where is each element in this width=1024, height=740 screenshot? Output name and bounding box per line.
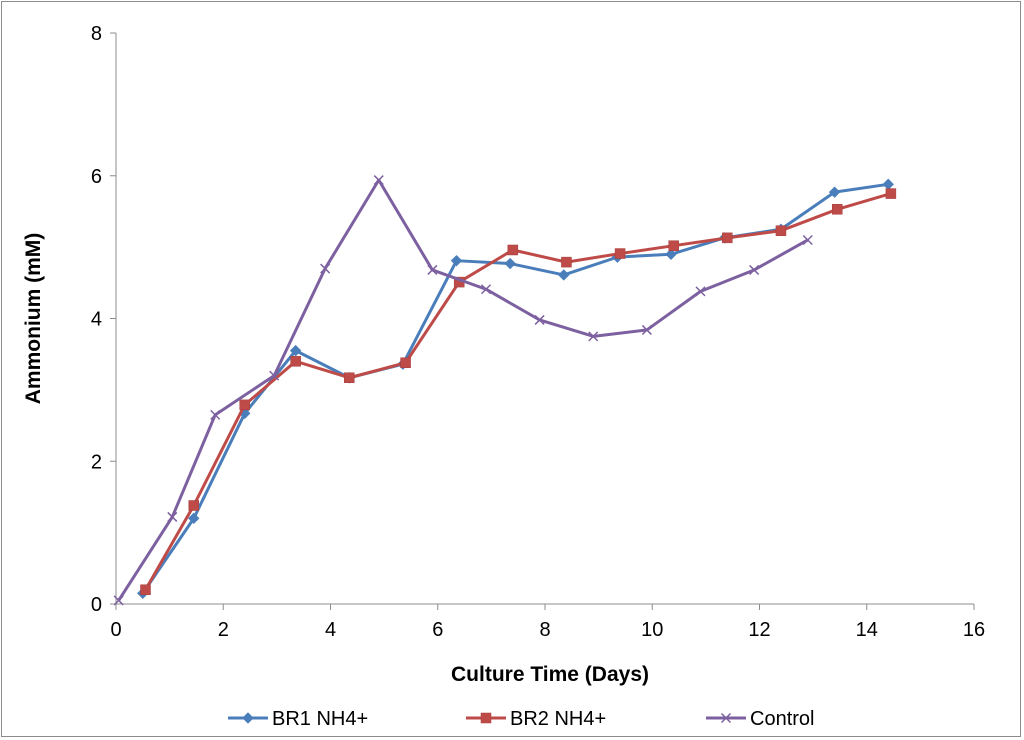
data-point [269, 370, 280, 381]
x-tick-label: 0 [110, 619, 121, 641]
x-tick-label: 8 [539, 619, 550, 641]
data-point [802, 234, 813, 246]
x-axis-title: Culture Time (Days) [451, 663, 649, 686]
data-point [140, 584, 151, 595]
series-layer [113, 175, 897, 606]
data-point [882, 178, 894, 191]
marker-stroke [269, 370, 280, 381]
data-point [534, 314, 545, 325]
marker-stroke [480, 284, 492, 295]
marker-stroke [167, 511, 178, 522]
x-tick-label: 10 [641, 619, 663, 641]
marker-stroke [720, 712, 732, 724]
data-point [722, 232, 733, 244]
data-point [290, 356, 301, 367]
y-tick-label: 6 [91, 166, 102, 188]
data-point [373, 175, 384, 186]
data-point [188, 512, 200, 525]
legend-entry: BR2 NH4+ [466, 708, 606, 730]
legend: BR1 NH4+ BR2 NH4+ Control [228, 708, 814, 730]
legend-entry: Control [706, 708, 814, 730]
data-point [507, 244, 519, 256]
marker-stroke [534, 314, 545, 325]
data-point [588, 331, 599, 342]
legend-marker [720, 712, 732, 724]
series-line [117, 178, 809, 602]
data-point [885, 188, 897, 199]
x-tick-label: 6 [432, 619, 443, 641]
legend-entry: BR1 NH4+ [228, 708, 368, 730]
data-point [210, 409, 221, 420]
marker-stroke [373, 175, 384, 186]
data-point [641, 324, 652, 335]
legend-label: BR1 NH4+ [272, 708, 368, 730]
marker-stroke [695, 286, 706, 297]
legend-marker [480, 712, 492, 724]
data-point [561, 256, 572, 268]
y-tick-label: 0 [91, 594, 102, 616]
marker-stroke [113, 595, 124, 606]
marker-stroke [210, 409, 221, 420]
data-point [665, 248, 677, 260]
y-tick-label: 4 [91, 309, 102, 331]
series-1 [137, 178, 894, 600]
marker-stroke [641, 324, 652, 335]
data-point [427, 264, 438, 275]
data-point [828, 186, 841, 198]
legend-label: Control [750, 708, 814, 730]
x-tick-label: 16 [963, 619, 985, 641]
x-tick-label: 4 [325, 619, 336, 641]
marker-stroke [588, 331, 599, 342]
legend-marker [242, 712, 254, 724]
series-2 [140, 188, 897, 595]
data-point [480, 284, 492, 295]
x-tick-label: 12 [748, 619, 770, 641]
data-point [239, 399, 250, 411]
data-point [558, 269, 570, 281]
series-3 [113, 175, 813, 606]
axes: 0 2 4 6 8 0 2 4 6 8 10 12 14 16 [91, 23, 985, 641]
marker-stroke [427, 264, 438, 275]
data-point [504, 257, 516, 270]
x-tick-label: 2 [218, 619, 229, 641]
y-axis-title: Ammonium (mM) [22, 233, 45, 405]
marker-stroke [802, 234, 813, 246]
data-point [749, 264, 760, 275]
series-line [144, 192, 892, 591]
y-tick-label: 8 [91, 23, 102, 45]
legend-label: BR2 NH4+ [510, 708, 606, 730]
data-point [614, 248, 626, 259]
data-point [695, 286, 706, 297]
marker-stroke [320, 263, 331, 274]
data-point [320, 263, 331, 274]
data-point [289, 344, 302, 357]
marker-stroke [749, 264, 760, 275]
x-tick-label: 14 [856, 619, 878, 641]
data-point [344, 372, 355, 383]
data-point [775, 225, 787, 236]
data-point [400, 357, 411, 369]
data-point [450, 254, 463, 267]
data-point [668, 240, 679, 251]
y-tick-label: 2 [91, 451, 102, 473]
data-point [167, 511, 178, 522]
data-point [832, 204, 843, 215]
data-point [188, 500, 200, 511]
data-point [113, 595, 124, 606]
